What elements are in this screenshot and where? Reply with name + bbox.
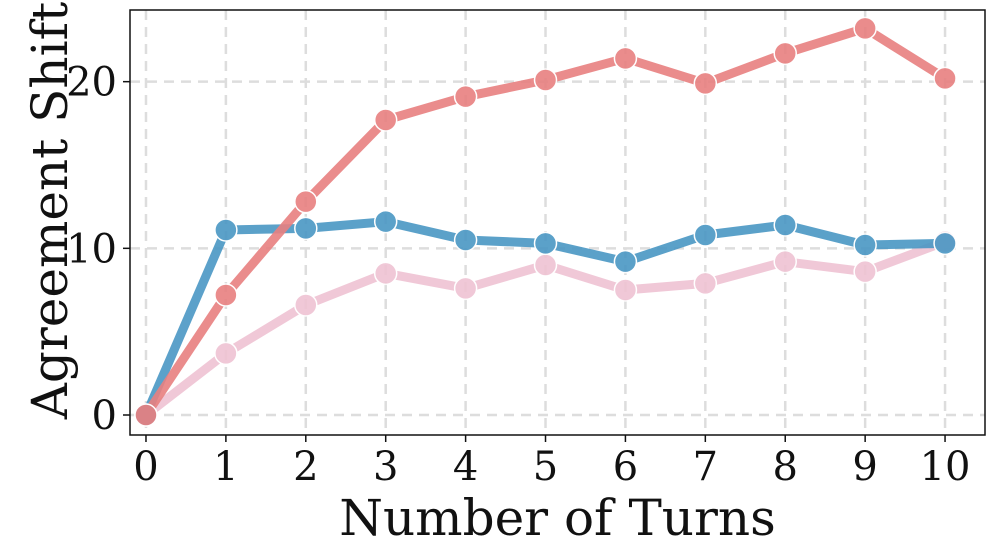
x-tick-label: 0 (133, 444, 158, 490)
data-point (214, 283, 238, 307)
data-point (373, 261, 398, 286)
data-point (453, 84, 478, 109)
data-point (933, 231, 957, 256)
data-point (773, 41, 797, 66)
data-point (933, 66, 957, 91)
data-point (134, 403, 158, 427)
x-axis-ticks: 0 1 2 3 4 5 6 7 8 9 10 (133, 435, 970, 490)
data-point (853, 233, 877, 257)
y-tick-label: 20 (66, 60, 117, 106)
x-tick-label: 7 (693, 444, 718, 490)
data-point (294, 293, 318, 317)
x-tick-label: 2 (293, 444, 318, 490)
plot-area-frame (129, 9, 986, 436)
data-point (294, 216, 318, 241)
y-tick-label: 10 (66, 226, 117, 272)
x-tick-label: 6 (613, 444, 638, 490)
x-tick-label: 10 (920, 444, 971, 490)
data-point (453, 228, 478, 252)
x-tick-label: 1 (213, 444, 238, 490)
x-tick-label: 3 (373, 444, 398, 490)
x-tick-label: 8 (773, 444, 798, 490)
data-point (214, 341, 238, 366)
data-point (453, 276, 478, 301)
x-tick-label: 5 (533, 444, 558, 490)
data-point (853, 259, 877, 284)
data-point (693, 271, 718, 296)
series-layer (134, 16, 957, 427)
data-point (773, 213, 797, 237)
y-tick-label: 0 (92, 393, 117, 439)
data-point (214, 218, 238, 242)
data-point (613, 46, 638, 71)
data-point (533, 253, 558, 277)
data-point (613, 278, 638, 302)
data-point (373, 108, 398, 132)
data-point (693, 71, 718, 96)
data-point (773, 249, 797, 274)
x-tick-label: 4 (453, 444, 478, 490)
y-axis-ticks: 0 10 20 (66, 60, 130, 439)
y-axis-title: Agreement Shift (21, 2, 79, 420)
series-1 (134, 16, 957, 427)
data-point (853, 16, 877, 41)
x-tick-label: 9 (852, 444, 877, 490)
data-point (373, 209, 398, 234)
data-point (693, 223, 718, 247)
data-point (533, 231, 558, 256)
data-point (294, 189, 318, 214)
data-point (613, 249, 638, 274)
x-axis-title: Number of Turns (339, 489, 776, 547)
data-point (533, 68, 558, 92)
